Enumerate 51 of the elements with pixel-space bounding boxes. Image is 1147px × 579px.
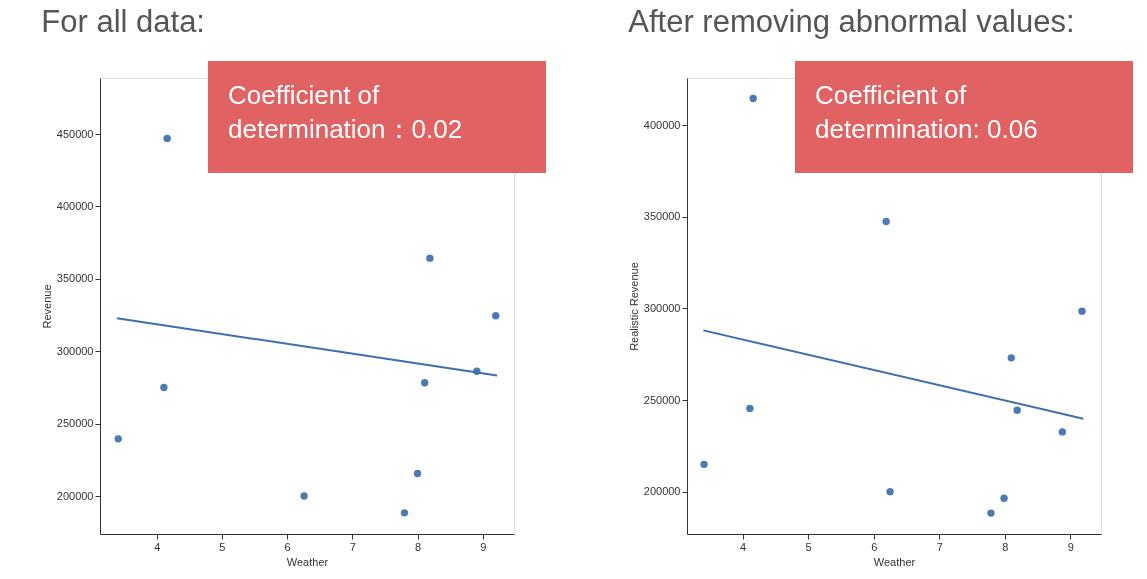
y-tick-label: 200000 <box>56 489 94 502</box>
point <box>749 94 757 103</box>
point <box>700 460 708 469</box>
point <box>1078 307 1086 315</box>
x-axis-title: Weather <box>873 555 916 568</box>
point <box>746 404 754 413</box>
x-tick-label: 8 <box>414 540 422 553</box>
x-tick-label: 6 <box>284 540 291 553</box>
point <box>882 217 890 226</box>
point <box>987 509 995 517</box>
x-tick-label: 8 <box>1002 540 1009 553</box>
x-tick-label: 9 <box>480 540 487 553</box>
point <box>1007 354 1015 362</box>
y-tick-label: 450000 <box>56 127 94 140</box>
point <box>1013 406 1021 414</box>
annotation: Coefficient of determination：0.02 <box>228 80 463 144</box>
y-tick-label: 300000 <box>643 301 681 314</box>
point <box>492 312 500 320</box>
x-tick-label: 4 <box>740 540 747 553</box>
annotation: Coefficient of determination: 0.06 <box>815 80 1038 144</box>
point <box>413 469 422 478</box>
y-axis-title: Revenue <box>40 284 53 329</box>
y-axis-title: Realistic Revenue <box>627 262 640 351</box>
point <box>163 134 171 143</box>
y-tick-label: 200000 <box>643 485 681 498</box>
chart-title: For all data: <box>41 4 205 39</box>
x-tick-label: 6 <box>871 540 878 553</box>
y-tick-label: 400000 <box>56 199 94 212</box>
x-tick-label: 4 <box>154 540 161 553</box>
y-tick-label: 300000 <box>56 344 94 357</box>
y-tick-label: 350000 <box>56 272 94 285</box>
point <box>1058 428 1067 436</box>
x-tick-label: 5 <box>219 540 226 553</box>
point <box>426 254 434 262</box>
y-tick-label: 250000 <box>56 417 94 430</box>
point <box>420 378 429 387</box>
x-axis-title: Weather <box>286 555 329 568</box>
point <box>300 492 308 500</box>
x-tick-label: 5 <box>805 540 812 553</box>
y-tick-label: 250000 <box>643 393 681 406</box>
chart-title: After removing abnormal values: <box>628 4 1075 39</box>
x-tick-label: 9 <box>1067 540 1074 553</box>
point <box>400 509 409 517</box>
point <box>1000 494 1008 502</box>
x-tick-label: 7 <box>936 540 943 553</box>
x-tick-label: 7 <box>349 540 356 553</box>
point <box>160 383 168 392</box>
point <box>886 487 894 496</box>
y-tick-label: 400000 <box>643 118 681 131</box>
y-tick-label: 350000 <box>643 210 681 223</box>
point <box>114 435 122 443</box>
